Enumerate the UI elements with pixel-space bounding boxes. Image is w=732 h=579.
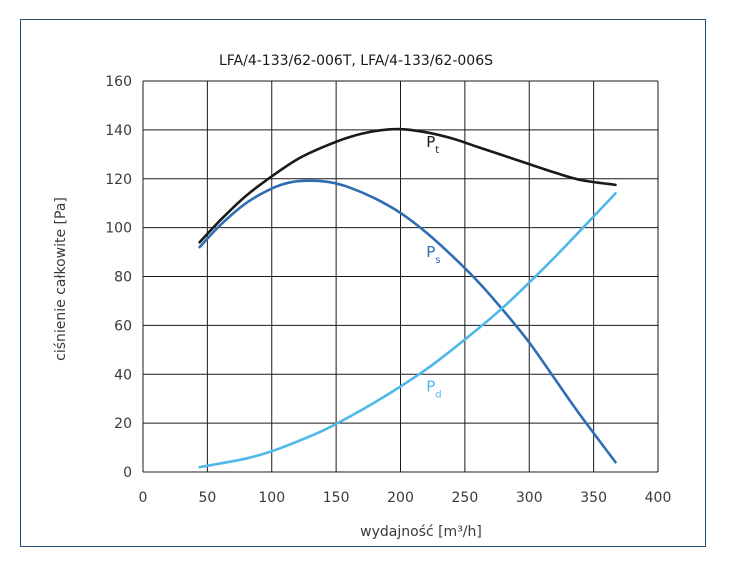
y-axis-label: ciśnienie całkowite [Pa] (53, 197, 69, 361)
x-tick-label: 300 (516, 490, 543, 506)
series-line-pt (198, 127, 617, 244)
x-axis-label: wydajność [m³/h] (360, 524, 482, 540)
y-tick-label: 60 (114, 318, 132, 334)
chart-frame: LFA/4-133/62-006T, LFA/4-133/62-006S 0 50… (20, 19, 706, 547)
chart-title: LFA/4-133/62-006T, LFA/4-133/62-006S (219, 53, 493, 69)
x-tick-label: 0 (139, 490, 148, 506)
y-tick-label: 100 (105, 221, 132, 237)
grid (142, 80, 659, 473)
x-tick-label: 350 (580, 490, 607, 506)
curves (198, 127, 617, 469)
series-line-ps (198, 179, 617, 464)
tick-labels: 0 50 100 150 200 250 300 350 400 0 20 40 60 80 100 120 1… (105, 74, 671, 506)
x-tick-label: 150 (323, 490, 350, 506)
y-tick-label: 80 (114, 270, 132, 286)
x-tick-label: 250 (452, 490, 479, 506)
y-tick-label: 140 (105, 123, 132, 139)
series-line-pd (198, 192, 617, 469)
x-tick-label: 50 (198, 490, 216, 506)
y-tick-label: 0 (123, 465, 132, 481)
curve-label-ps: Ps (426, 243, 440, 266)
y-tick-label: 160 (105, 74, 132, 90)
curve-label-pt: Pt (426, 133, 439, 156)
chart-svg: LFA/4-133/62-006T, LFA/4-133/62-006S 0 50… (53, 53, 671, 540)
y-tick-label: 20 (114, 416, 132, 432)
y-tick-label: 120 (105, 172, 132, 188)
x-tick-label: 200 (387, 490, 414, 506)
curve-label-pd: Pd (426, 377, 441, 400)
x-tick-label: 100 (258, 490, 285, 506)
x-tick-label: 400 (645, 490, 672, 506)
y-tick-label: 40 (114, 367, 132, 383)
